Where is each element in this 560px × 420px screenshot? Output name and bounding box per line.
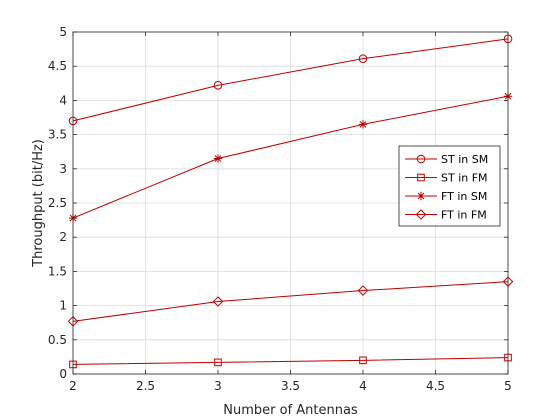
y-tick-label: 1 [59,299,67,313]
legend-item: ST in FM [405,172,488,185]
diamond-marker-shape [357,285,369,296]
circle-marker-shape [416,154,426,164]
data-point [358,120,368,129]
data-point [214,358,222,367]
y-tick-label: 5 [59,25,67,39]
data-point [358,54,368,63]
y-tick-label: 4 [59,93,67,107]
series-line [72,281,509,322]
legend: ST in SM ST in FM FT in SM FT in FM [398,145,501,227]
square-marker-shape [359,356,367,365]
x-tick-label: 4.5 [426,379,445,393]
data-point [213,154,223,163]
y-tick-label: 2 [59,230,67,244]
x-tick-label: 3 [214,379,222,393]
asterisk-stroke [417,192,425,200]
data-point [213,81,223,90]
legend-label: FT in SM [441,190,487,203]
legend-marker [415,209,427,220]
legend-item: FT in SM [405,190,487,203]
y-tick-label: 1.5 [48,264,67,278]
legend-marker [416,154,426,164]
legend-marker [417,173,425,182]
series-layer [67,34,514,369]
asterisk-stroke [214,155,222,162]
data-point [359,356,367,365]
series-line [72,95,509,219]
y-tick-label: 4.5 [48,59,67,73]
data-point [212,296,224,307]
x-tick-label: 4 [359,379,367,393]
data-point [357,285,369,296]
square-marker-shape [214,358,222,367]
square-marker-shape [417,173,425,182]
diamond-marker-shape [212,296,224,307]
x-tick-label: 5 [504,379,512,393]
y-tick-label: 2.5 [48,196,67,210]
series-line [72,38,509,122]
circle-marker-shape [358,54,368,63]
circle-marker-shape [213,81,223,90]
y-axis-label: Throughput (bit/Hz) [31,139,46,268]
legend-item: ST in SM [405,153,488,166]
legend-label: ST in FM [441,172,488,185]
ticks: 2 2.5 3 3.5 4 4.5 5 0 0.5 1 1.5 2 2.5 3 3.5 4 4.5 5 [48,25,512,393]
y-tick-label: 0.5 [48,333,67,347]
legend-item: FT in FM [405,209,487,222]
x-axis-label: Number of Antennas [223,403,358,418]
legend-label: FT in FM [441,209,487,222]
y-tick-label: 0 [59,367,67,381]
x-tick-label: 2.5 [136,379,155,393]
x-tick-label: 2 [69,379,77,393]
y-tick-label: 3.5 [48,128,67,142]
diamond-marker-shape [415,209,427,220]
x-tick-label: 3.5 [281,379,300,393]
series-line [72,357,509,365]
legend-marker [416,191,426,201]
asterisk-stroke [359,120,367,128]
y-tick-label: 3 [59,162,67,176]
legend-label: ST in SM [441,153,488,166]
